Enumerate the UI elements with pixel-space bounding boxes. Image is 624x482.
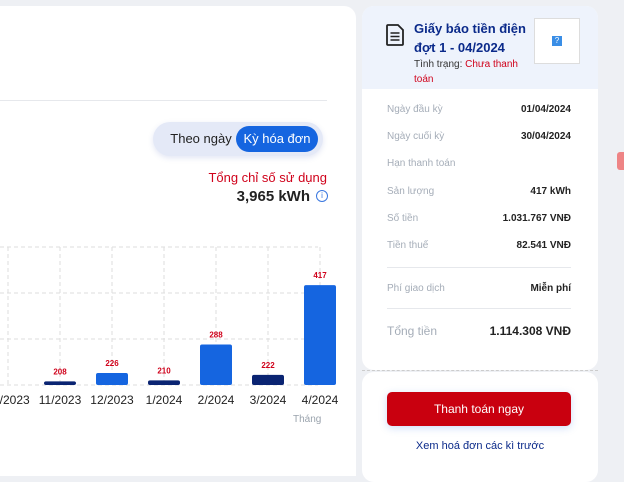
invoice-title: Giấy báo tiền điện đợt 1 - 04/2024 — [414, 21, 526, 55]
previous-invoices-link[interactable]: Xem hoá đơn các kì trước — [415, 440, 545, 452]
status-label: Tình trạng: — [414, 59, 463, 70]
bar — [200, 344, 232, 385]
row-value: 1.114.308 VNĐ — [489, 324, 571, 338]
view-toggle: Theo ngày Kỳ hóa đơn — [153, 122, 323, 156]
x-tick-label: 11/2023 — [39, 393, 82, 407]
divider — [387, 308, 571, 309]
qr-code: ? — [534, 18, 580, 64]
total-row: Tổng tiền 1.114.308 VNĐ — [387, 324, 571, 338]
row-label: Ngày đầu kỳ — [387, 104, 443, 115]
invoice-status: Tình trạng: Chưa thanh toán — [414, 57, 524, 87]
data-label: 417 — [313, 271, 327, 280]
toggle-by-billing-period[interactable]: Kỳ hóa đơn — [236, 126, 318, 152]
invoice-row: Tiền thuế 82.541 VNĐ — [387, 240, 571, 254]
row-label: Số tiền — [387, 213, 419, 224]
x-axis-label: Tháng — [293, 414, 322, 425]
row-value: 30/04/2024 — [520, 131, 571, 142]
invoice-row: Ngày cuối kỳ 30/04/2024 — [387, 131, 571, 145]
toggle-by-day[interactable]: Theo ngày — [170, 131, 232, 146]
total-usage-label: Tổng chỉ số sử dụng — [208, 170, 327, 185]
row-value: 01/04/2024 — [520, 104, 571, 115]
info-icon[interactable]: i — [316, 190, 328, 202]
usage-chart: 10/2023 208 11/2023 226 12/2023 210 1/2024 288 2… — [0, 246, 339, 407]
row-value: 1.031.767 VNĐ — [502, 213, 571, 224]
x-tick-label: 3/2024 — [250, 393, 287, 407]
pay-now-button[interactable]: Thanh toán ngay — [387, 392, 571, 426]
invoice-row: Số tiền 1.031.767 VNĐ — [387, 213, 571, 227]
x-tick-label: 10/2023 — [0, 393, 30, 407]
row-value: 417 kWh — [530, 186, 571, 197]
divider — [0, 100, 327, 101]
fee-row: Phí giao dịch Miễn phí — [387, 283, 571, 297]
data-label: 222 — [261, 361, 275, 370]
data-label: 210 — [157, 366, 171, 375]
invoice-row: Hạn thanh toán — [387, 158, 571, 172]
x-tick-label: 1/2024 — [146, 393, 183, 407]
document-icon — [386, 24, 404, 46]
invoice-row: Sản lượng 417 kWh — [387, 186, 571, 200]
actions-card: Thanh toán ngay Xem hoá đơn các kì trước — [362, 372, 598, 482]
invoice-row: Ngày đầu kỳ 01/04/2024 — [387, 104, 571, 118]
invoice-header: Giấy báo tiền điện đợt 1 - 04/2024 Tình … — [362, 6, 598, 89]
row-label: Tổng tiền — [387, 324, 438, 338]
broken-image-icon: ? — [552, 36, 562, 46]
x-tick-label: 12/2023 — [90, 393, 134, 407]
bar — [148, 380, 180, 385]
row-label: Tiền thuế — [387, 240, 429, 251]
row-label: Hạn thanh toán — [387, 158, 456, 169]
data-label: 288 — [209, 331, 223, 340]
status-value: Chưa thanh toán — [414, 59, 518, 85]
divider — [387, 267, 571, 268]
bar — [44, 381, 76, 385]
row-label: Phí giao dịch — [387, 283, 445, 294]
bar — [252, 374, 284, 385]
ticket-divider — [362, 370, 598, 371]
x-tick-label: 2/2024 — [198, 393, 235, 407]
x-tick-label: 4/2024 — [302, 393, 339, 407]
invoice-card: Giấy báo tiền điện đợt 1 - 04/2024 Tình … — [362, 6, 598, 370]
row-label: Ngày cuối kỳ — [387, 131, 445, 142]
data-label: 226 — [105, 359, 119, 368]
bar — [96, 373, 128, 385]
consumption-panel — [0, 6, 356, 476]
row-value: 82.541 VNĐ — [516, 240, 571, 251]
total-usage-value: 3,965 kWh — [236, 188, 310, 205]
side-tab[interactable] — [617, 152, 624, 170]
row-label: Sản lượng — [387, 186, 435, 197]
data-label: 208 — [53, 367, 67, 376]
bar — [304, 285, 336, 385]
row-value: Miễn phí — [530, 283, 571, 294]
